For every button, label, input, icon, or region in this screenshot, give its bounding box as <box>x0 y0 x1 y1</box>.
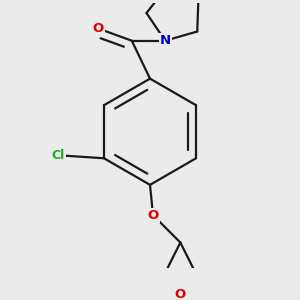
Text: Cl: Cl <box>52 149 65 162</box>
Text: N: N <box>160 34 171 47</box>
Text: O: O <box>147 209 159 222</box>
Text: N: N <box>160 34 171 47</box>
Text: O: O <box>93 22 104 35</box>
Text: O: O <box>175 288 186 300</box>
